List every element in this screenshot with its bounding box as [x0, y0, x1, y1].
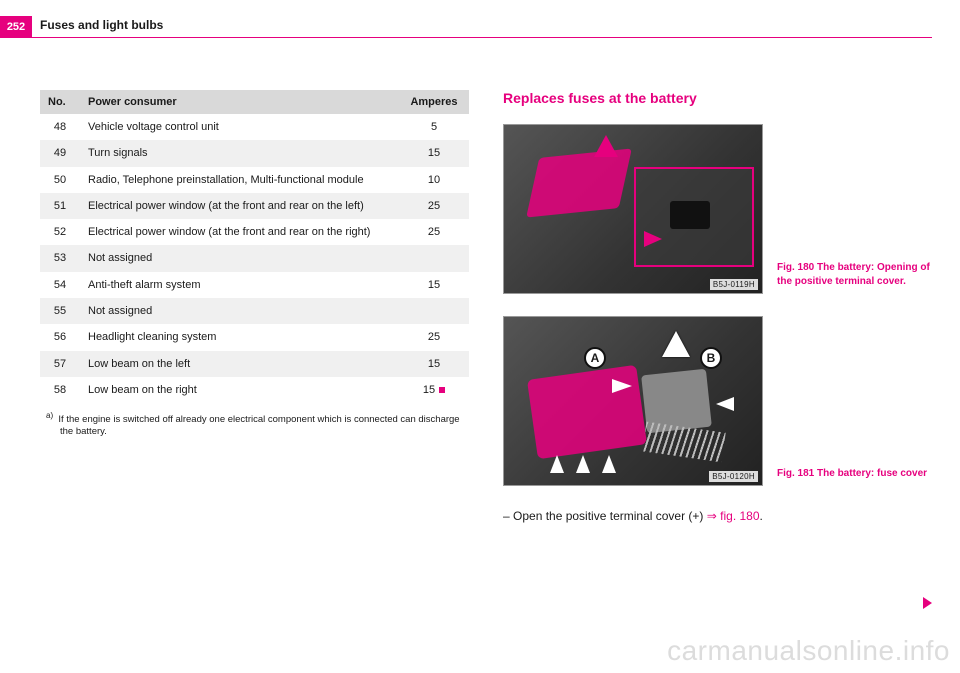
figure-181-label: B5J-0120H — [709, 471, 758, 482]
instruction-text: – Open the positive terminal cover (+) — [503, 509, 707, 523]
page-number-tab: 252 — [0, 16, 32, 38]
callout-a: A — [584, 347, 606, 369]
cell-consumer: Vehicle voltage control unit — [80, 114, 399, 140]
table-row: 56Headlight cleaning system25 — [40, 324, 469, 350]
cell-no: 55 — [40, 298, 80, 324]
figure-link[interactable]: ⇒ fig. 180 — [707, 509, 760, 523]
table-row: 48Vehicle voltage control unit5 — [40, 114, 469, 140]
cell-amperes: 15 — [399, 377, 469, 403]
cell-consumer: Electrical power window (at the front an… — [80, 193, 399, 219]
cell-consumer: Not assigned — [80, 245, 399, 271]
page-content: No. Power consumer Amperes 48Vehicle vol… — [40, 90, 932, 653]
figure-180-caption: Fig. 180 The battery: Opening of the pos… — [777, 261, 932, 294]
table-row: 49Turn signals15 — [40, 140, 469, 166]
table-row: 58Low beam on the right15 — [40, 377, 469, 403]
arrow-right-icon — [612, 379, 632, 393]
footnote: a) If the engine is switched off already… — [40, 411, 469, 438]
wire-bundle-shape — [642, 422, 725, 463]
cell-consumer: Electrical power window (at the front an… — [80, 219, 399, 245]
table-row: 55Not assigned — [40, 298, 469, 324]
header-rule — [32, 37, 932, 38]
arrow-up-icon — [602, 455, 616, 473]
detail-inset — [634, 167, 754, 267]
table-row: 50Radio, Telephone preinstallation, Mult… — [40, 167, 469, 193]
figure-181-block: A B B5J-0120H Fig. 181 The battery: fuse… — [503, 316, 932, 486]
figure-180-label: B5J-0119H — [710, 279, 758, 290]
cell-no: 56 — [40, 324, 80, 350]
terminal-shape — [670, 201, 710, 229]
table-row: 57Low beam on the left15 — [40, 351, 469, 377]
arrow-up-icon — [594, 135, 618, 157]
col-amp: Amperes — [399, 90, 469, 114]
callout-b: B — [700, 347, 722, 369]
cell-amperes: 25 — [399, 324, 469, 350]
cell-no: 57 — [40, 351, 80, 377]
continuation-arrow-icon — [923, 597, 932, 609]
cell-no: 54 — [40, 272, 80, 298]
cell-amperes: 25 — [399, 193, 469, 219]
cell-no: 53 — [40, 245, 80, 271]
table-row: 54Anti-theft alarm system15 — [40, 272, 469, 298]
cell-amperes — [399, 245, 469, 271]
left-column: No. Power consumer Amperes 48Vehicle vol… — [40, 90, 469, 653]
instruction-suffix: . — [760, 509, 763, 523]
cell-consumer: Low beam on the left — [80, 351, 399, 377]
instruction-line: – Open the positive terminal cover (+) ⇒… — [503, 508, 932, 525]
table-row: 53Not assigned — [40, 245, 469, 271]
arrow-up-icon — [550, 455, 564, 473]
figure-181-image: A B B5J-0120H — [503, 316, 763, 486]
col-no: No. — [40, 90, 80, 114]
cell-consumer: Low beam on the right — [80, 377, 399, 403]
right-column: Replaces fuses at the battery B5J-0119H … — [503, 90, 932, 653]
cell-no: 48 — [40, 114, 80, 140]
cell-amperes — [399, 298, 469, 324]
cell-consumer: Not assigned — [80, 298, 399, 324]
footnote-text: If the engine is switched off already on… — [58, 414, 459, 437]
arrow-left-icon — [716, 397, 734, 411]
cell-amperes: 15 — [399, 140, 469, 166]
table-row: 52Electrical power window (at the front … — [40, 219, 469, 245]
figure-181-caption: Fig. 181 The battery: fuse cover — [777, 467, 927, 487]
col-pc: Power consumer — [80, 90, 399, 114]
cell-no: 51 — [40, 193, 80, 219]
end-mark-icon — [439, 387, 445, 393]
fuse-table: No. Power consumer Amperes 48Vehicle vol… — [40, 90, 469, 403]
arrow-up-icon — [576, 455, 590, 473]
arrow-up-icon — [662, 331, 690, 357]
cell-consumer: Radio, Telephone preinstallation, Multi-… — [80, 167, 399, 193]
cell-no: 49 — [40, 140, 80, 166]
cell-no: 58 — [40, 377, 80, 403]
section-title: Replaces fuses at the battery — [503, 90, 932, 106]
footnote-marker: a) — [46, 411, 53, 420]
cell-amperes: 15 — [399, 351, 469, 377]
cell-consumer: Headlight cleaning system — [80, 324, 399, 350]
table-row: 51Electrical power window (at the front … — [40, 193, 469, 219]
figure-180-block: B5J-0119H Fig. 180 The battery: Opening … — [503, 124, 932, 294]
cell-amperes: 5 — [399, 114, 469, 140]
fuse-cover-shape — [526, 148, 632, 217]
figure-180-image: B5J-0119H — [503, 124, 763, 294]
cell-amperes: 15 — [399, 272, 469, 298]
cell-consumer: Anti-theft alarm system — [80, 272, 399, 298]
page-title: Fuses and light bulbs — [40, 18, 163, 32]
arrow-right-icon — [644, 231, 662, 247]
cell-consumer: Turn signals — [80, 140, 399, 166]
cell-amperes: 25 — [399, 219, 469, 245]
cell-no: 50 — [40, 167, 80, 193]
cell-amperes: 10 — [399, 167, 469, 193]
watermark: carmanualsonline.info — [667, 635, 950, 667]
cell-no: 52 — [40, 219, 80, 245]
